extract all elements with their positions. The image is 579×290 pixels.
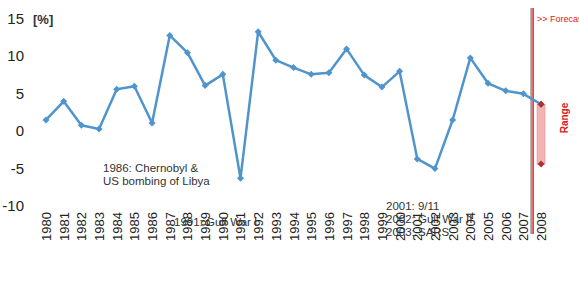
x-tick-label: 1983 — [92, 212, 107, 241]
x-tick-label: 1982 — [74, 212, 89, 241]
data-point — [184, 49, 191, 56]
data-point — [308, 71, 315, 78]
y-tick-label: 15 — [7, 10, 24, 27]
x-tick-label: 2008 — [534, 212, 549, 241]
x-tick-label: 2006 — [499, 212, 514, 241]
x-tick-label: 1984 — [110, 212, 125, 241]
data-point — [202, 82, 209, 89]
y-tick — [28, 93, 32, 94]
x-tick-label: 1995 — [304, 212, 319, 241]
data-point — [290, 64, 297, 71]
data-point — [378, 84, 385, 91]
forecast-label: >> Forecast — [537, 14, 579, 24]
data-point — [96, 125, 103, 132]
x-tick-label: 2007 — [516, 212, 531, 241]
x-tick-label: 1986 — [145, 212, 160, 241]
data-point — [149, 119, 156, 126]
data-point — [272, 57, 279, 64]
data-line — [46, 32, 541, 179]
x-tick-label: 1998 — [357, 212, 372, 241]
x-tick-label: 1996 — [322, 212, 337, 241]
data-point — [131, 83, 138, 90]
data-point — [166, 32, 173, 39]
range-label: Range — [559, 102, 570, 133]
data-point — [538, 101, 545, 108]
y-tick — [28, 131, 32, 132]
x-tick-label: 1980 — [39, 212, 54, 241]
forecast-line-shadow — [531, 8, 532, 234]
annotation: 1991: Gulf War I — [174, 216, 257, 228]
data-point — [237, 175, 244, 182]
y-tick-label: 10 — [7, 47, 24, 64]
data-point — [396, 68, 403, 75]
data-point — [502, 87, 509, 94]
y-tick — [28, 168, 32, 169]
y-tick-label: -10 — [2, 197, 24, 214]
data-point — [113, 86, 120, 93]
y-tick — [28, 19, 32, 20]
data-point — [414, 155, 421, 162]
data-point — [431, 165, 438, 172]
data-point — [219, 71, 226, 78]
x-tick-label: 1993 — [269, 212, 284, 241]
x-tick-label: 1981 — [57, 212, 72, 241]
data-point — [485, 80, 492, 87]
forecast-line — [532, 8, 534, 234]
x-tick-label: 1994 — [287, 212, 302, 241]
y-tick-label: 0 — [16, 122, 24, 139]
y-tick — [28, 56, 32, 57]
data-point — [60, 98, 67, 105]
data-point — [467, 54, 474, 61]
annotation: 2002: Gulf War II — [386, 213, 473, 225]
range-high — [538, 101, 545, 108]
y-tick-label: -5 — [11, 160, 24, 177]
x-tick-label: 1985 — [127, 212, 142, 241]
data-point — [449, 116, 456, 123]
data-point — [255, 28, 262, 35]
annotation: 2003: SARS — [386, 226, 450, 238]
annotation: US bombing of Libya — [103, 175, 210, 187]
data-point — [43, 116, 50, 123]
x-tick-label: 1997 — [340, 212, 355, 241]
chart: [%]-10-505101519801981198219831984198519… — [0, 0, 579, 290]
data-point — [78, 122, 85, 129]
plot — [43, 28, 546, 182]
range-low — [538, 161, 545, 168]
y-tick — [28, 206, 32, 207]
annotation: 2001: 9/11 — [386, 200, 440, 212]
y-tick-label: 5 — [16, 85, 24, 102]
forecast-range — [537, 104, 545, 164]
y-label: [%] — [33, 12, 53, 27]
data-point — [520, 90, 527, 97]
data-point — [325, 69, 332, 76]
data-point — [361, 72, 368, 79]
data-point — [343, 45, 350, 52]
x-tick-label: 2005 — [481, 212, 496, 241]
annotation: 1986: Chernobyl & — [103, 162, 199, 174]
